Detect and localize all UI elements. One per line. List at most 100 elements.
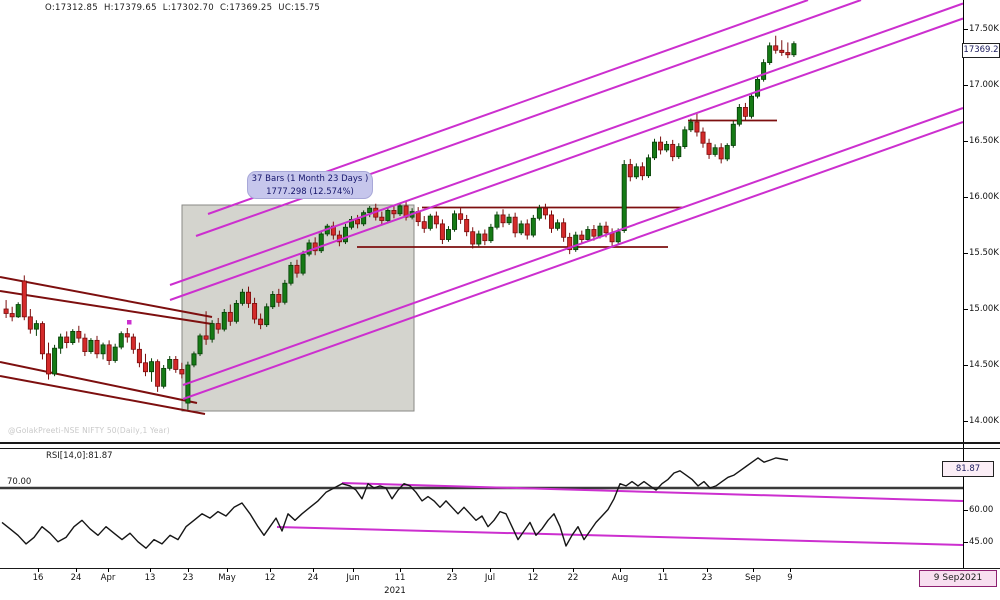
candle-body <box>3 308 9 314</box>
candle-body <box>785 52 791 56</box>
candle-body <box>385 210 391 221</box>
candle-body <box>379 216 385 221</box>
candle-body <box>555 222 561 229</box>
candle-body <box>682 129 688 148</box>
date-axis-label: 13 <box>144 573 156 583</box>
candle-body <box>706 142 712 155</box>
candle-body <box>579 234 585 240</box>
candle-body <box>161 367 167 387</box>
candle-body <box>245 291 251 304</box>
candle-body <box>724 145 730 160</box>
candle-body <box>748 95 754 117</box>
candle-body <box>627 164 633 178</box>
date-axis-tick <box>490 568 491 572</box>
candle-body <box>76 330 82 339</box>
candle-body <box>118 333 124 348</box>
date-axis-label: 11 <box>657 573 669 583</box>
candle-body <box>664 143 670 151</box>
date-axis-tick <box>150 568 151 572</box>
price-axis-label: 15.00K <box>969 304 999 314</box>
candle-body <box>100 344 106 355</box>
candle-body <box>70 330 76 343</box>
date-axis-label: Apr <box>100 573 116 583</box>
candle-body <box>633 166 639 178</box>
candle-body <box>573 234 579 251</box>
rsi-axis-label: 60.00 <box>969 504 994 515</box>
date-axis-tick <box>452 568 453 572</box>
candle-body <box>294 264 300 274</box>
candle-body <box>221 311 227 330</box>
candle-body <box>306 242 312 255</box>
candle-body <box>88 339 94 352</box>
candle-body <box>536 207 542 219</box>
price-axis-line <box>963 0 964 568</box>
candle-body <box>318 233 324 252</box>
date-axis-tick <box>188 568 189 572</box>
date-axis-tick <box>313 568 314 572</box>
price-axis-tick <box>963 85 968 86</box>
date-axis-tick <box>400 568 401 572</box>
candle-body <box>239 291 245 304</box>
highlight-box <box>181 204 415 412</box>
price-axis-label: 17.50K <box>969 24 999 34</box>
date-axis-label: 23 <box>182 573 194 583</box>
rsi-indicator-chart[interactable] <box>0 450 1000 568</box>
candle-body <box>482 233 488 242</box>
price-axis-label: 14.50K <box>969 360 999 370</box>
price-axis[interactable]: 17.50K 17.00K 16.50K 16.00K 15.50K 15.00K 14.5… <box>963 0 1000 442</box>
candle-body <box>391 210 397 215</box>
candle-body <box>342 226 348 243</box>
panel-separator-line <box>0 442 1000 444</box>
candle-body <box>9 313 15 318</box>
candle-body <box>27 316 33 330</box>
date-axis[interactable]: 16 24 Apr 13 23 May 12 24 Jun 11 23 Jul 12 22 Aug 11 23 S… <box>0 568 1000 600</box>
candle-body <box>791 43 797 56</box>
candle-body <box>355 218 361 225</box>
candle-body <box>736 107 742 125</box>
price-axis-tick <box>963 29 968 30</box>
magenta-trendline <box>169 17 964 301</box>
candle-body <box>270 294 276 308</box>
candle-body <box>367 207 373 214</box>
candle-body <box>142 362 148 373</box>
candle-body <box>458 213 464 220</box>
candle-body <box>597 225 603 237</box>
candle-body <box>300 253 306 274</box>
candle-body <box>645 157 651 177</box>
date-axis-tick <box>663 568 664 572</box>
rsi-axis[interactable]: 60.00 45.00 <box>963 450 1000 568</box>
maroon-channel-line <box>0 290 213 325</box>
candle-body <box>773 45 779 51</box>
annotation-line2: 1777.298 (12.574%) <box>266 187 354 197</box>
candle-body <box>718 147 724 160</box>
rsi-magenta-trendline <box>341 482 964 502</box>
candle-body <box>215 323 221 330</box>
rsi-indicator-label: RSI[14,0]:81.87 <box>46 451 113 461</box>
price-axis-label: 16.00K <box>969 192 999 202</box>
candle-body <box>549 214 555 229</box>
candle-body <box>615 231 621 243</box>
magenta-trendline <box>169 2 964 286</box>
candle-body <box>603 225 609 234</box>
candle-body <box>15 304 21 318</box>
candle-body <box>712 147 718 155</box>
candle-body <box>233 302 239 322</box>
candle-body <box>106 344 112 361</box>
candle-body <box>591 229 597 237</box>
candle-body <box>567 236 573 251</box>
watermark-text: @GolakPreeti-NSE NIFTY 50(Daily,1 Year) <box>8 426 170 435</box>
date-axis-line <box>0 568 1000 569</box>
date-axis-tick <box>227 568 228 572</box>
main-price-chart[interactable] <box>0 0 1000 442</box>
candle-body <box>82 337 88 352</box>
date-axis-label: 11 <box>394 573 406 583</box>
candle-body <box>700 131 706 144</box>
last-price-box: 17369.2 <box>962 43 1000 58</box>
candle-body <box>500 214 506 224</box>
date-axis-tick <box>108 568 109 572</box>
date-axis-label: 23 <box>701 573 713 583</box>
candle-body <box>197 335 203 355</box>
bars-measurement-annotation[interactable]: 37 Bars (1 Month 23 Days ) 1777.298 (12.… <box>247 171 373 199</box>
date-axis-tick <box>573 568 574 572</box>
